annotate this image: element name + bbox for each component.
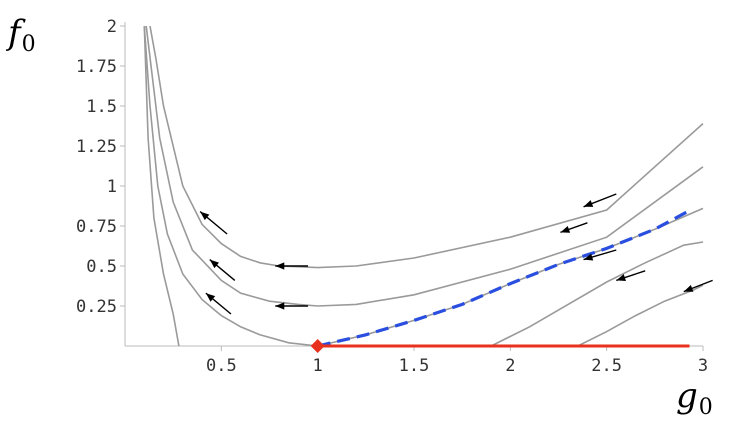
fixed-point-marker (310, 339, 325, 353)
separatrix-layer (317, 210, 689, 348)
x-tick-label: 3 (698, 356, 708, 376)
flow-arrow-head (583, 200, 594, 207)
flow-line (317, 207, 704, 347)
x-axis-title-main: g (676, 376, 698, 416)
x-tick-label: 0.5 (206, 356, 237, 376)
tick-labels-layer: 0.5 1 1.5 2 2.5 3 0.25 0.5 0.75 1 1.25 1.5 1.75 2 (76, 17, 708, 376)
y-tick-label: 0.25 (76, 297, 117, 317)
flow-line (490, 241, 704, 347)
y-tick-label: 1.25 (76, 137, 117, 157)
flow-line (143, 25, 318, 347)
flow-arrow-head (275, 262, 285, 270)
y-tick-label: 2 (107, 17, 117, 37)
flow-arrows-layer (199, 193, 713, 315)
x-tick-label: 2 (505, 356, 515, 376)
x-tick-label: 1 (313, 356, 323, 376)
x-axis-title: g0 (676, 376, 713, 420)
y-tick-label: 1.5 (86, 97, 117, 117)
y-tick-label: 1 (107, 177, 117, 197)
fixed-line-layer (310, 339, 690, 353)
y-tick-label: 0.75 (76, 217, 117, 237)
y-axis-title-sub: 0 (22, 32, 36, 57)
x-tick-label: 2.5 (591, 356, 622, 376)
x-axis-title-sub: 0 (699, 395, 713, 420)
flow-arrow-head (275, 302, 285, 310)
flow-arrow-head (583, 253, 594, 261)
x-tick-label: 1.5 (399, 356, 430, 376)
flow-arrow-head (205, 293, 216, 302)
flow-line (145, 25, 704, 307)
flow-arrow-head (683, 284, 694, 292)
flow-line (149, 25, 704, 269)
y-axis-title: f0 (5, 13, 36, 57)
axes-layer (120, 22, 704, 351)
flow-arrow-head (560, 225, 571, 233)
flow-line (143, 25, 180, 347)
flow-lines-layer (143, 25, 704, 347)
y-tick-label: 0.5 (86, 257, 117, 277)
y-tick-label: 1.75 (76, 57, 117, 77)
separatrix-curve (317, 210, 689, 348)
flow-arrow-head (200, 211, 210, 221)
flow-line (577, 284, 704, 347)
flow-arrow-head (616, 274, 626, 281)
flow-arrow-head (209, 259, 219, 269)
